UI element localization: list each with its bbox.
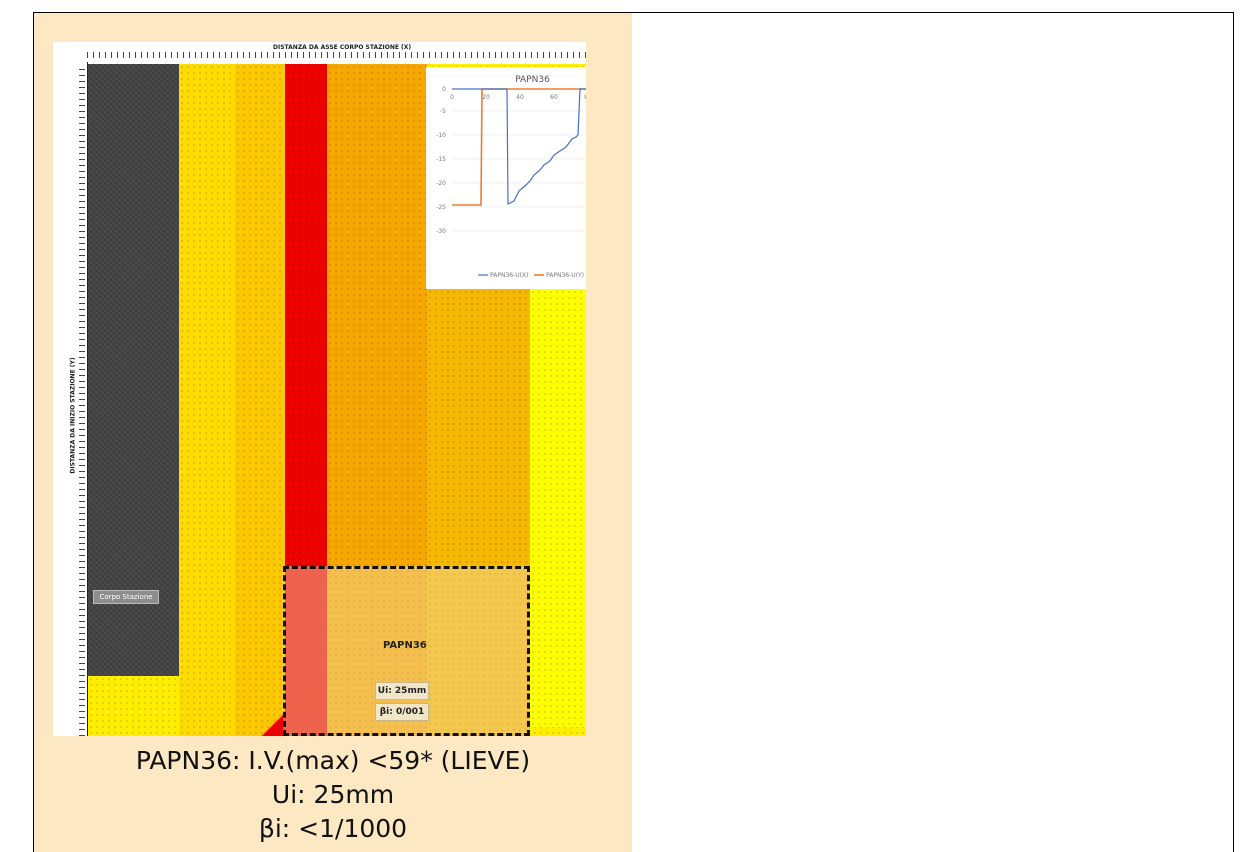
top-axis-label: DISTANZA DA ASSE CORPO STAZIONE (X)	[273, 44, 412, 51]
y-tick: -15	[436, 156, 446, 163]
zone-orange-right	[427, 247, 530, 736]
station-body	[88, 64, 179, 676]
left-axis-label: DISTANZA DA INIZIO STAZIONE (Y)	[69, 357, 77, 474]
series-ux-line	[452, 88, 586, 205]
left-axis-line	[87, 62, 88, 736]
caption-line-2: Ui: 25mm	[271, 780, 395, 809]
zone-yellow-band	[179, 64, 235, 736]
top-axis-ticks	[87, 52, 586, 58]
x-tick: 40	[516, 94, 524, 101]
left-axis-ticks	[79, 64, 85, 736]
x-tick: 0	[450, 94, 454, 101]
zone-red	[285, 64, 327, 736]
y-tick: -5	[440, 108, 446, 115]
y-tick: -20	[436, 180, 446, 187]
legend-ux: PAPN36-U(X)	[490, 272, 528, 279]
zone-red-step	[253, 682, 327, 736]
inset-chart: PAPN36 0 20 40 60 80 100 0 -5 -10	[426, 67, 586, 289]
x-tick: 60	[550, 94, 558, 101]
point-label: PAPN36	[383, 640, 427, 651]
zone-bright-yellow	[530, 247, 586, 727]
legend-uy: PAPN36-U(Y)	[546, 272, 584, 279]
series-uy-line	[452, 88, 586, 206]
zone-light-orange	[235, 64, 285, 736]
inset-plot: 0 20 40 60 80 100 0 -5 -10 -15 -20 -25 -…	[436, 86, 586, 279]
station-label: Corpo Stazione	[93, 590, 159, 604]
y-tick: -10	[436, 132, 446, 139]
x-tick: 20	[482, 94, 490, 101]
table-cell-right	[632, 12, 1234, 852]
settlement-map: DISTANZA DA ASSE CORPO STAZIONE (X) DIST…	[53, 42, 586, 736]
caption-line-3: βi: <1/1000	[258, 814, 408, 843]
inset-title: PAPN36	[515, 75, 550, 85]
beta-tag: βi: 0/001	[375, 703, 429, 721]
x-tick: 80	[584, 94, 586, 101]
y-tick: -30	[436, 228, 446, 235]
y-tick: 0	[442, 86, 446, 93]
caption-line-1: PAPN36: I.V.(max) <59* (LIEVE)	[135, 746, 531, 775]
y-tick: -25	[436, 204, 446, 211]
ui-tag: Ui: 25mm	[375, 682, 429, 700]
